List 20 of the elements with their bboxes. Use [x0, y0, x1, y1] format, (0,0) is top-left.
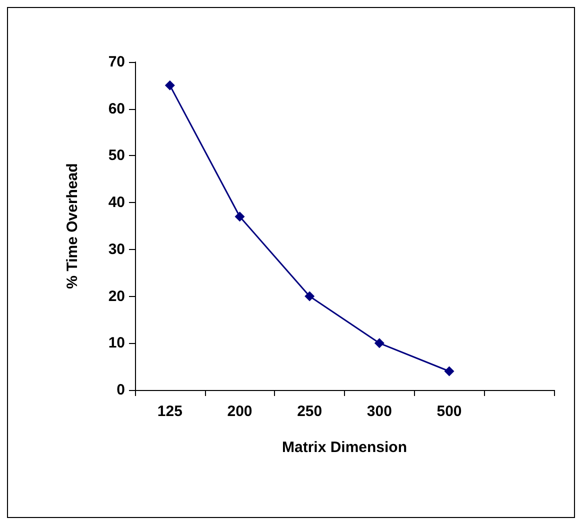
y-tick-label: 0	[116, 382, 125, 398]
y-tick-label: 20	[108, 288, 125, 305]
y-tick-label: 70	[108, 54, 125, 70]
point	[234, 212, 245, 222]
point	[374, 338, 384, 348]
x-tick-label: 500	[436, 403, 462, 420]
y-tick-label: 30	[108, 240, 125, 258]
x-tick-label: 200	[227, 403, 252, 420]
x-axis-title: Matrix Dimension	[282, 439, 408, 456]
y-tick-label: 60	[108, 100, 125, 118]
point	[164, 80, 175, 90]
point	[444, 366, 454, 376]
y-tick-label: 10	[108, 334, 125, 352]
point	[304, 291, 315, 302]
x-tick-label: 300	[366, 403, 392, 420]
x-tick-label: 125	[157, 403, 182, 420]
x-tick-label: 250	[297, 403, 322, 420]
y-tick-label: 50	[108, 147, 125, 164]
y-axis-title: % Time Overhead	[64, 163, 81, 289]
y-tick-label: 40	[108, 194, 125, 212]
